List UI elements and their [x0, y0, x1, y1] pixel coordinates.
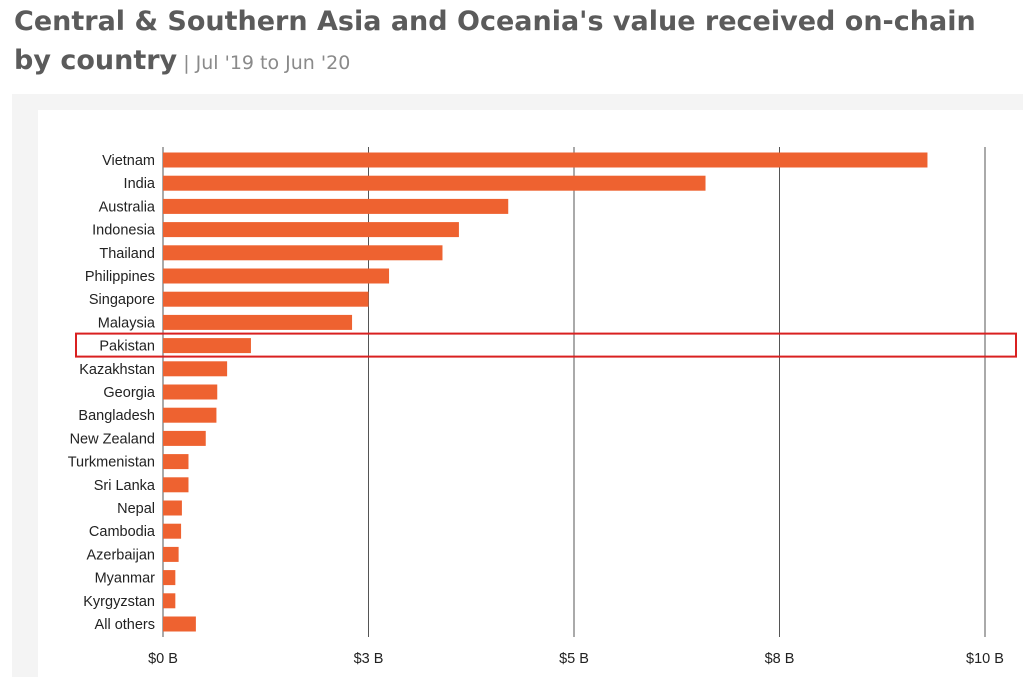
bar-azerbaijan [163, 546, 179, 562]
category-label-bangladesh: Bangladesh [78, 408, 155, 424]
category-label-pakistan: Pakistan [99, 339, 155, 355]
category-label-new-zealand: New Zealand [70, 431, 155, 447]
category-label-philippines: Philippines [85, 269, 155, 285]
category-label-vietnam: Vietnam [102, 153, 155, 169]
chart-subtitle: Jul '19 to Jun '20 [195, 52, 351, 74]
chart-subtitle-sep: | [177, 52, 196, 74]
x-tick-label-3: $8 B [765, 651, 795, 667]
bar-thailand [163, 245, 443, 261]
highlight-box [75, 332, 1017, 358]
category-label-georgia: Georgia [103, 385, 156, 401]
bar-new-zealand [163, 430, 206, 446]
x-tick-label-4: $10 B [966, 651, 1004, 667]
category-label-india: India [124, 176, 156, 192]
bar-cambodia [163, 523, 182, 539]
x-tick-label-1: $3 B [354, 651, 384, 667]
category-label-all-others: All others [95, 617, 155, 633]
category-label-kyrgyzstan: Kyrgyzstan [83, 594, 155, 610]
bar-australia [163, 198, 509, 214]
chart-title: Central & Southern Asia and Oceania's va… [14, 2, 1014, 83]
bar-vietnam [163, 152, 928, 168]
category-label-sri-lanka: Sri Lanka [94, 478, 156, 494]
bar-bangladesh [163, 407, 217, 423]
bar-nepal [163, 500, 182, 516]
category-label-kazakhstan: Kazakhstan [79, 362, 155, 378]
category-label-cambodia: Cambodia [89, 524, 156, 540]
category-label-indonesia: Indonesia [92, 223, 156, 239]
category-label-australia: Australia [99, 199, 156, 215]
bar-singapore [163, 291, 369, 307]
bar-india [163, 175, 706, 191]
x-tick-label-0: $0 B [148, 651, 178, 667]
category-label-thailand: Thailand [99, 246, 155, 262]
category-label-malaysia: Malaysia [98, 315, 156, 331]
x-tick-label-2: $5 B [559, 651, 589, 667]
category-label-myanmar: Myanmar [95, 571, 156, 587]
category-label-turkmenistan: Turkmenistan [68, 455, 155, 471]
bar-sri-lanka [163, 477, 189, 493]
bar-indonesia [163, 222, 459, 238]
bar-all-others [163, 616, 196, 632]
bar-myanmar [163, 570, 176, 586]
category-label-singapore: Singapore [89, 292, 155, 308]
chart-title-main: Central & Southern Asia and Oceania's va… [14, 6, 976, 76]
bar-kazakhstan [163, 361, 228, 377]
bar-turkmenistan [163, 454, 189, 470]
category-label-nepal: Nepal [117, 501, 155, 517]
bar-georgia [163, 384, 218, 400]
bar-pakistan [163, 338, 251, 354]
bar-malaysia [163, 314, 353, 330]
category-label-azerbaijan: Azerbaijan [86, 547, 155, 563]
bar-kyrgyzstan [163, 593, 176, 609]
bar-philippines [163, 268, 390, 284]
